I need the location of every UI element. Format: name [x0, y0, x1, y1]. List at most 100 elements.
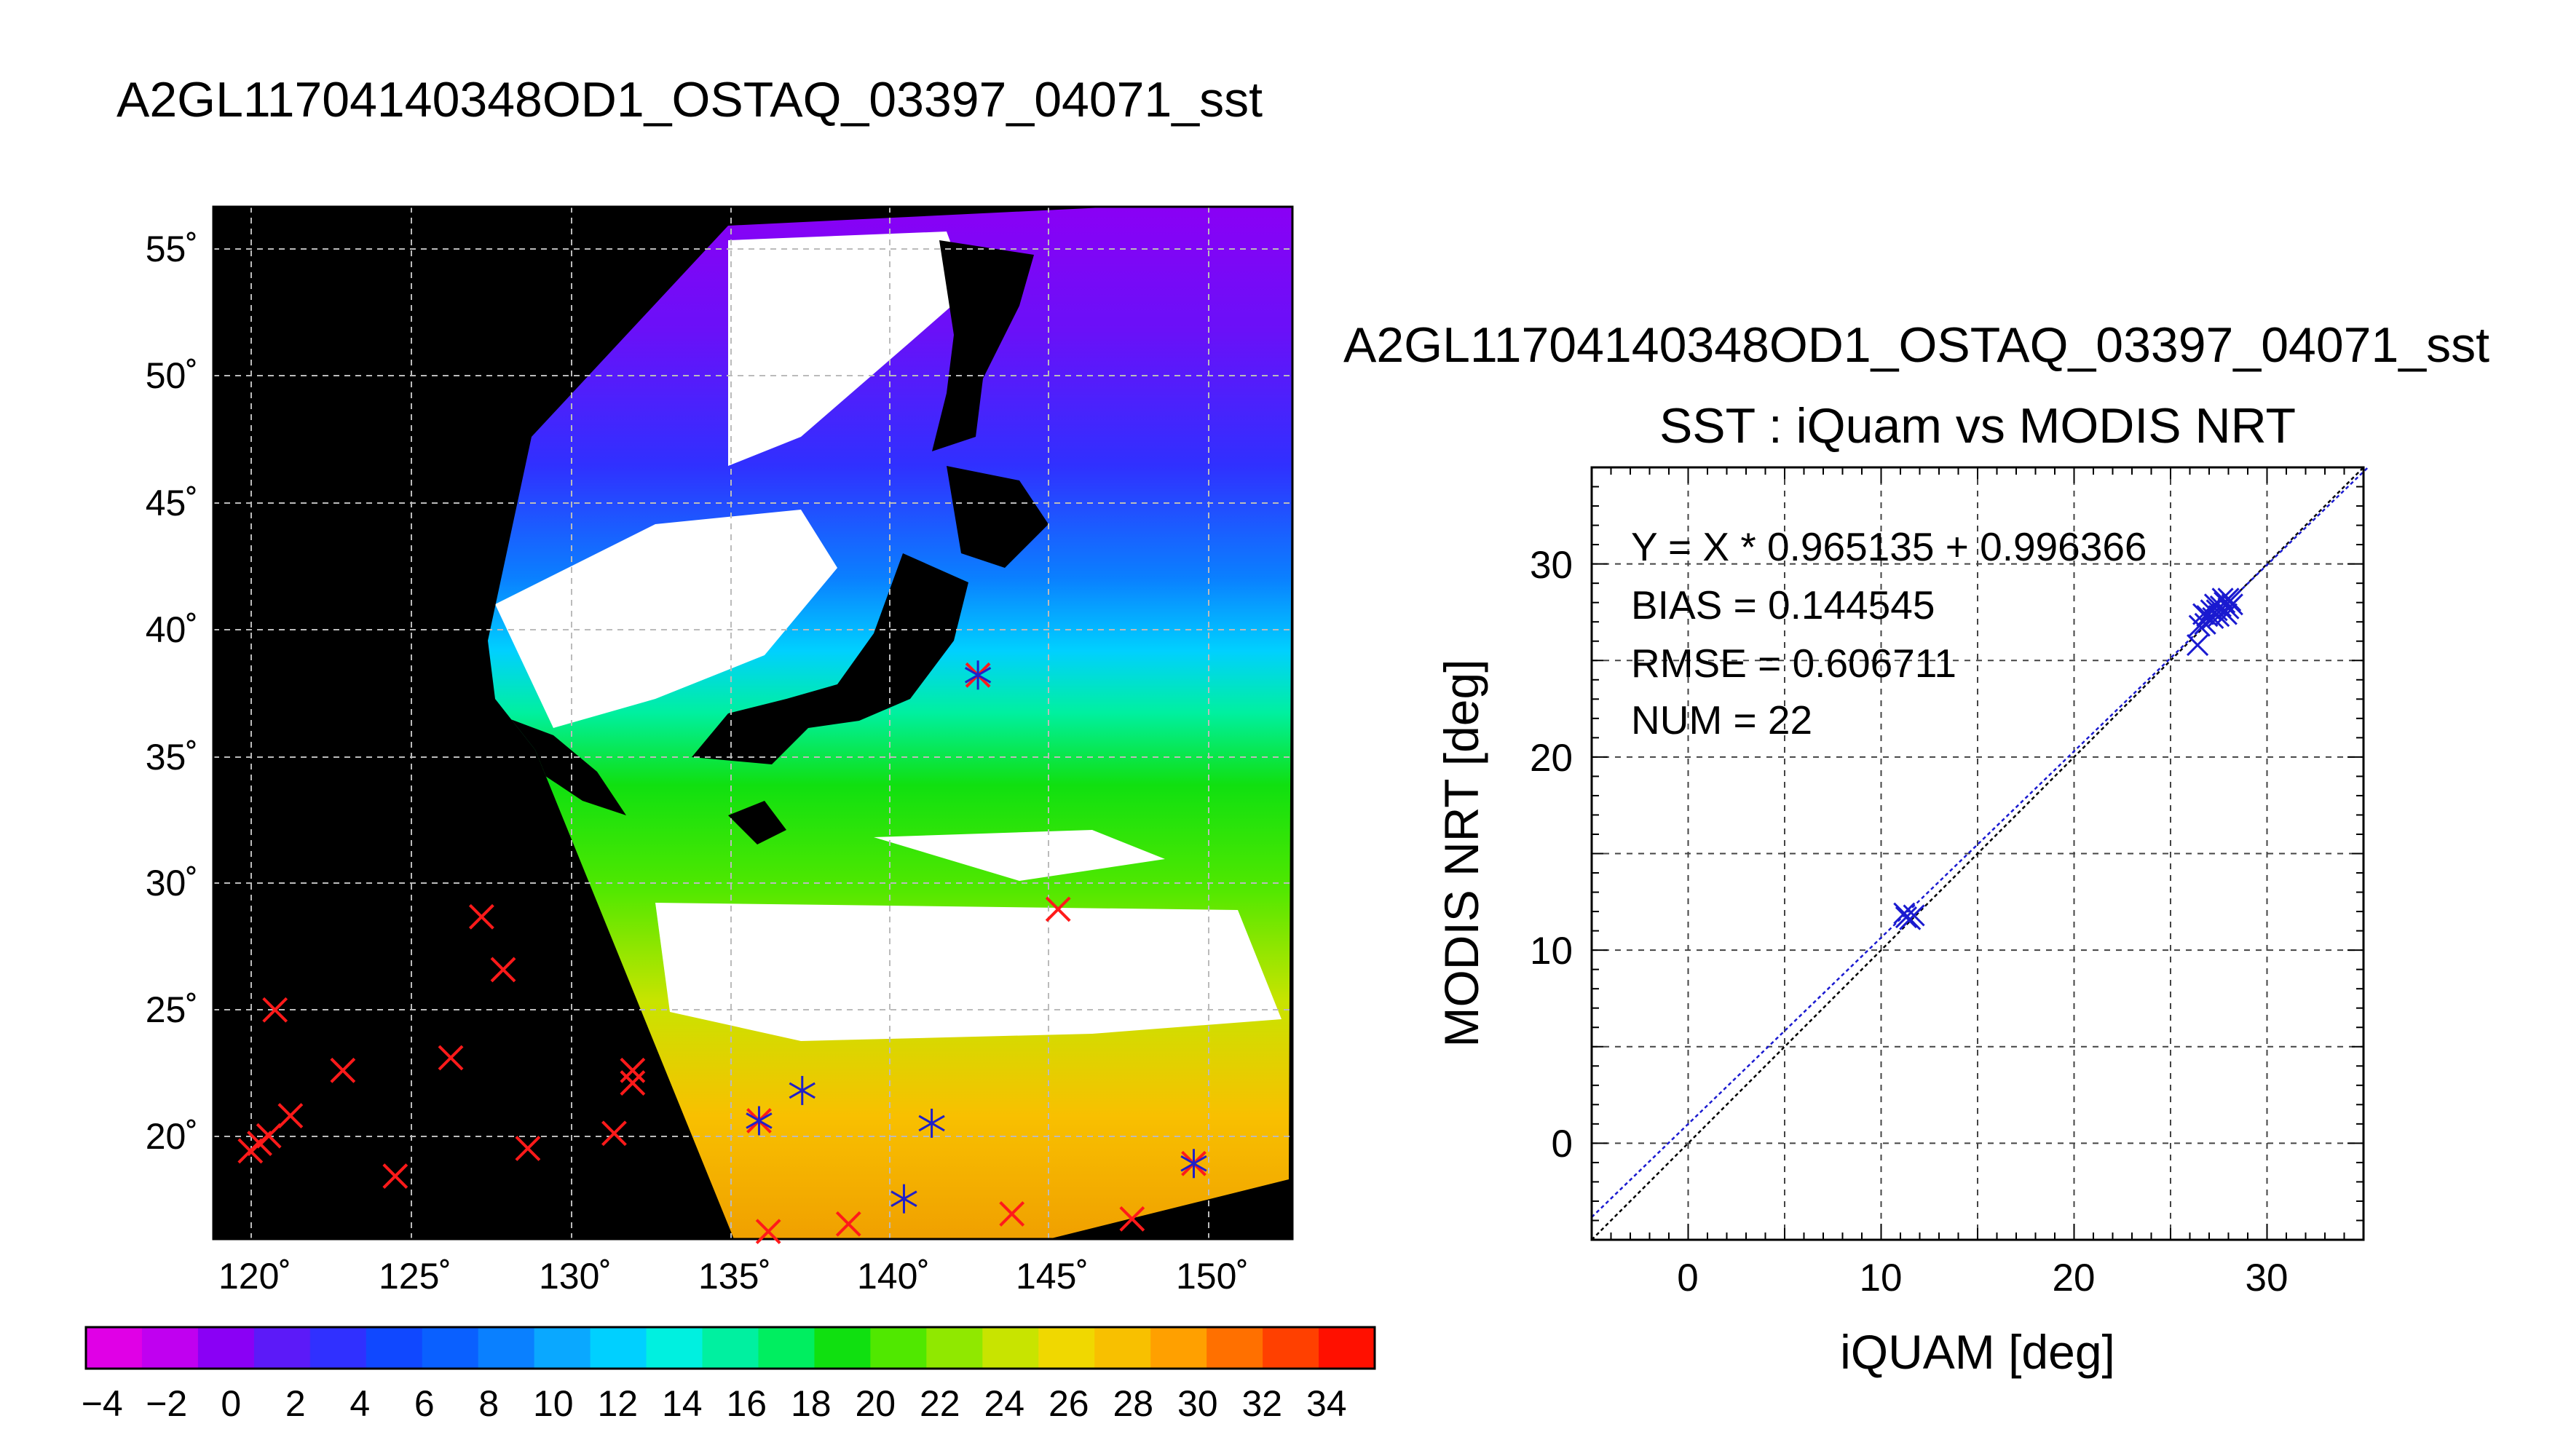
colorbar-cell [814, 1327, 871, 1369]
map-marker-red-x [620, 1070, 646, 1096]
stats-fit: Y = X * 0.965135 + 0.996366 [1631, 524, 2147, 569]
identity-line [1591, 467, 2364, 1241]
colorbar-tick-label: 2 [285, 1383, 306, 1424]
scatter-grid [1592, 467, 2364, 1240]
scatter-point [2217, 587, 2240, 610]
map-marker-red-x [262, 997, 288, 1023]
lat-tick-label: 55˚ [146, 229, 198, 269]
scatter-x-label: iQUAM [deg] [1840, 1325, 2115, 1379]
colorbar-tick-label: 20 [855, 1383, 896, 1424]
colorbar-cell [534, 1327, 591, 1369]
colorbar-tick-label: 18 [791, 1383, 832, 1424]
lat-tick-label: 35˚ [146, 737, 198, 778]
colorbar-cell [1207, 1327, 1263, 1369]
colorbar-cell [478, 1327, 535, 1369]
scatter-title-line1: A2GL11704140348OD1_OSTAQ_03397_04071_sst [1343, 317, 2489, 373]
colorbar-tick-label: 8 [478, 1383, 499, 1424]
colorbar-cell [702, 1327, 759, 1369]
stats-rmse: RMSE = 0.606711 [1631, 641, 1956, 686]
colorbar-tick-label: 24 [984, 1383, 1024, 1424]
lat-tick-label: 50˚ [146, 355, 198, 396]
scatter-panel: A2GL11704140348OD1_OSTAQ_03397_04071_sst… [1343, 317, 2489, 1379]
colorbar-cell [1038, 1327, 1095, 1369]
y-tick-label: 30 [1530, 544, 1573, 587]
colorbar-tick-label: 4 [350, 1383, 370, 1424]
lon-tick-label: 125˚ [379, 1256, 451, 1297]
map-marker-red-x [620, 1057, 646, 1083]
scatter-y-axis: 0 10 20 30 [1530, 544, 1573, 1166]
lon-tick-label: 140˚ [857, 1256, 930, 1297]
colorbar-tick-label: 30 [1177, 1383, 1218, 1424]
x-tick-label: 20 [2053, 1257, 2096, 1299]
scatter-y-label: MODIS NRT [deg] [1434, 659, 1488, 1047]
map-marker-blue-star [746, 1106, 773, 1136]
lat-tick-label: 30˚ [146, 863, 198, 903]
scatter-x-axis: 0 10 20 30 [1677, 1257, 2288, 1299]
colorbar-tick-label: 16 [726, 1383, 767, 1424]
lat-tick-label: 25˚ [146, 989, 198, 1030]
map-marker-blue-star [1180, 1149, 1207, 1179]
colorbar-tick-label: 22 [920, 1383, 960, 1424]
colorbar-cell [870, 1327, 927, 1369]
colorbar-tick-label: 10 [533, 1383, 574, 1424]
lon-tick-label: 120˚ [218, 1256, 291, 1297]
y-tick-label: 20 [1530, 737, 1573, 780]
map-marker-blue-star [964, 660, 992, 690]
scatter-title: SST : iQuam vs MODIS NRT [1659, 398, 2296, 454]
colorbar-cell [1094, 1327, 1151, 1369]
colorbar-cell [86, 1327, 143, 1369]
map-graticule [213, 207, 1292, 1239]
map-marker-red-x [515, 1136, 541, 1161]
y-tick-label: 10 [1530, 930, 1573, 973]
map-markers [237, 660, 1207, 1245]
lat-tick-label: 45˚ [146, 483, 198, 523]
colorbar-cell [646, 1327, 703, 1369]
colorbar-cell [1319, 1327, 1375, 1369]
map-marker-red-x [330, 1057, 356, 1083]
colorbar-cell [1263, 1327, 1319, 1369]
y-tick-label: 0 [1552, 1123, 1573, 1166]
colorbar-cell [422, 1327, 479, 1369]
lon-tick-label: 145˚ [1016, 1256, 1089, 1297]
fit-line [1591, 467, 2369, 1218]
colorbar-cell [1150, 1327, 1207, 1369]
scatter-point [2194, 612, 2216, 635]
colorbar-tick-label: 0 [221, 1383, 241, 1424]
page-title: A2GL11704140348OD1_OSTAQ_03397_04071_sst [117, 72, 1263, 127]
colorbar-cell [590, 1327, 647, 1369]
scatter-points [1893, 587, 2243, 930]
map-marker-red-x [755, 1219, 781, 1245]
colorbar-tick-label: 6 [414, 1383, 435, 1424]
map-lat-axis: 55˚ 50˚ 45˚ 40˚ 35˚ 30˚ 25˚ 20˚ [146, 229, 198, 1157]
map-marker-red-x [438, 1045, 464, 1071]
lon-tick-label: 135˚ [698, 1256, 771, 1297]
map-marker-red-x [277, 1103, 304, 1128]
colorbar-tick-label: −2 [146, 1383, 187, 1424]
colorbar-tick-label: 32 [1241, 1383, 1282, 1424]
lat-tick-label: 40˚ [146, 609, 198, 650]
colorbar-cell [366, 1327, 423, 1369]
colorbar-cell [982, 1327, 1039, 1369]
lat-tick-label: 20˚ [146, 1116, 198, 1157]
map-marker-red-x [835, 1211, 861, 1237]
scatter-stats: Y = X * 0.965135 + 0.996366 BIAS = 0.144… [1631, 524, 2147, 743]
colorbar-tick-label: 34 [1306, 1383, 1347, 1424]
lon-tick-label: 150˚ [1176, 1256, 1249, 1297]
lon-tick-label: 130˚ [539, 1256, 612, 1297]
map-marker-red-x [999, 1201, 1025, 1227]
scatter-point [2187, 633, 2209, 657]
colorbar-tick-label: 28 [1113, 1383, 1153, 1424]
scatter-point [1895, 906, 1918, 929]
map-marker-red-x [468, 903, 494, 930]
x-tick-label: 10 [1860, 1257, 1903, 1299]
map-marker-blue-star [918, 1108, 945, 1138]
sst-map-panel: 55˚ 50˚ 45˚ 40˚ 35˚ 30˚ 25˚ 20˚ 120˚ 125… [146, 205, 1294, 1297]
stats-num: NUM = 22 [1631, 697, 1812, 743]
scatter-point [2221, 593, 2243, 616]
colorbar-cell [309, 1327, 367, 1369]
colorbar-tick-label: −4 [82, 1383, 123, 1424]
scatter-point [2200, 599, 2222, 622]
colorbar: −4 −2 0 2 4 6 8 10 12 14 16 18 20 22 24 26 28 30 32 34 [82, 1326, 1376, 1424]
colorbar-cell [758, 1327, 815, 1369]
